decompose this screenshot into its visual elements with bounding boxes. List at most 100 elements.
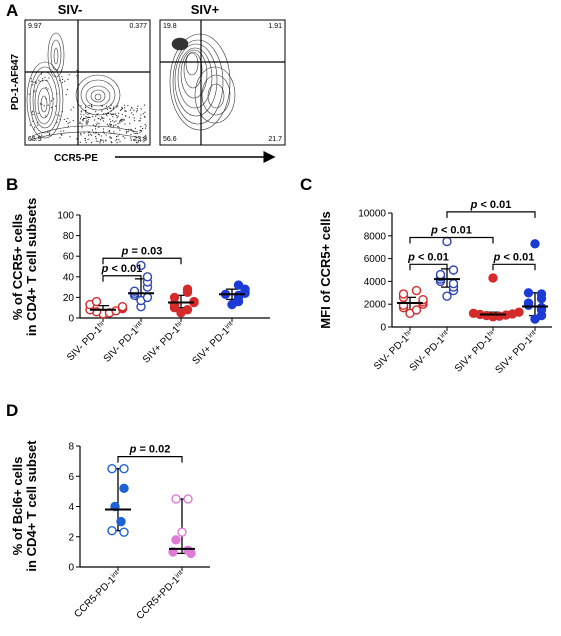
- flow-dot: [87, 119, 89, 121]
- flow-dot: [86, 120, 88, 122]
- flow-dot: [63, 130, 65, 132]
- x-tick-label: SIV+ PD-1hi: [453, 329, 499, 375]
- flow-dot: [94, 125, 96, 128]
- flow-dot: [61, 111, 63, 113]
- flow-dot: [127, 130, 129, 132]
- flow-dot: [111, 142, 113, 144]
- flow-dot: [102, 120, 104, 122]
- flow-dot: [117, 122, 119, 125]
- x-tick-label: SIV+ PD-1int: [493, 329, 540, 376]
- significance-bracket: [117, 455, 183, 463]
- flow-dot: [80, 113, 82, 115]
- flow-dot: [33, 91, 35, 93]
- flow-dot: [110, 121, 112, 123]
- flow-dot: [85, 105, 87, 107]
- flow-dot: [110, 124, 112, 126]
- flow-dot: [121, 113, 123, 115]
- flow-dot: [90, 105, 93, 107]
- flow-dot: [83, 117, 85, 120]
- panel-a: A SIV- SIV+ PD-1-AF647 CCR5-PE: [6, 1, 286, 164]
- y-tick-label: 2000: [364, 300, 387, 311]
- flow-dot: [81, 110, 83, 112]
- flow-dot: [61, 81, 64, 83]
- flow-dot: [112, 125, 114, 127]
- flow-dot: [105, 139, 107, 141]
- p-value-label: p = 0.02: [129, 444, 171, 456]
- flow-dot: [87, 138, 89, 140]
- data-point: [442, 236, 452, 247]
- flow-dot: [99, 119, 102, 121]
- flow-dot: [87, 113, 89, 115]
- flow-dot: [85, 107, 87, 109]
- flow-dot: [100, 105, 102, 107]
- flow-dot: [66, 88, 68, 91]
- flow-dot: [86, 123, 88, 125]
- flow-dot: [29, 124, 31, 126]
- flow-dot: [84, 139, 86, 141]
- y-axis-label: in CD4+ T cell subset: [24, 440, 39, 572]
- flow-dot: [132, 139, 135, 141]
- flow-dot: [59, 79, 61, 81]
- flow-dot: [47, 130, 49, 132]
- flow-dot: [65, 94, 67, 96]
- flow-dot: [110, 141, 112, 143]
- data-point: [514, 307, 524, 317]
- flow-dot: [97, 133, 99, 135]
- flow-dot: [76, 69, 78, 71]
- flow-dot: [139, 131, 141, 133]
- flow-dot: [85, 142, 87, 144]
- flow-dot: [56, 93, 58, 95]
- flow-dot: [110, 110, 113, 112]
- data-point: [182, 305, 193, 315]
- flow-dot: [115, 115, 118, 117]
- significance-bracket: [446, 211, 536, 218]
- data-point: [116, 516, 126, 527]
- data-point: [136, 260, 146, 271]
- flow-dot: [115, 120, 117, 122]
- data-point: [189, 296, 199, 307]
- flow-dot: [105, 134, 107, 136]
- significance-bracket: [102, 275, 142, 282]
- flow-dot: [141, 130, 143, 132]
- flow-dot: [56, 122, 58, 124]
- data-point: [411, 305, 422, 315]
- data-point: [233, 280, 244, 290]
- flow-dot: [72, 119, 74, 122]
- significance-bracket: [409, 263, 448, 271]
- flow-dot: [99, 142, 101, 144]
- flow-dot: [67, 78, 69, 80]
- plot-title-siv-neg: SIV-: [58, 2, 83, 17]
- flow-dot: [34, 90, 36, 92]
- flow-dot: [123, 104, 126, 106]
- flow-dot: [124, 137, 126, 139]
- flow-dot: [108, 131, 110, 133]
- flow-dot: [102, 131, 105, 133]
- data-point: [448, 278, 459, 289]
- flow-dot: [102, 128, 105, 130]
- flow-dot: [110, 125, 112, 127]
- flow-dot: [110, 137, 112, 139]
- y-axis-label-pd1: PD-1-AF647: [10, 54, 21, 111]
- data-point: [411, 285, 422, 296]
- flow-dot: [67, 117, 69, 120]
- flow-dot: [88, 112, 90, 115]
- p-value-label: p < 0.01: [493, 251, 535, 263]
- flow-dot: [81, 119, 83, 121]
- flow-dot: [81, 127, 83, 129]
- y-tick-label: 8000: [364, 231, 387, 242]
- data-point: [177, 527, 187, 537]
- data-point: [240, 284, 250, 294]
- flow-dot: [143, 115, 146, 118]
- flow-dot: [61, 76, 63, 78]
- flow-dot: [59, 137, 61, 139]
- flow-dot: [82, 120, 84, 122]
- flow-dot: [125, 129, 127, 131]
- flow-dot: [47, 88, 49, 90]
- flow-dot: [144, 111, 146, 113]
- flow-dot: [130, 128, 132, 130]
- flow-dot: [125, 115, 127, 117]
- flow-dot: [133, 109, 135, 111]
- flow-dot: [89, 133, 91, 135]
- flow-dot: [123, 119, 125, 121]
- flow-dot: [92, 116, 94, 118]
